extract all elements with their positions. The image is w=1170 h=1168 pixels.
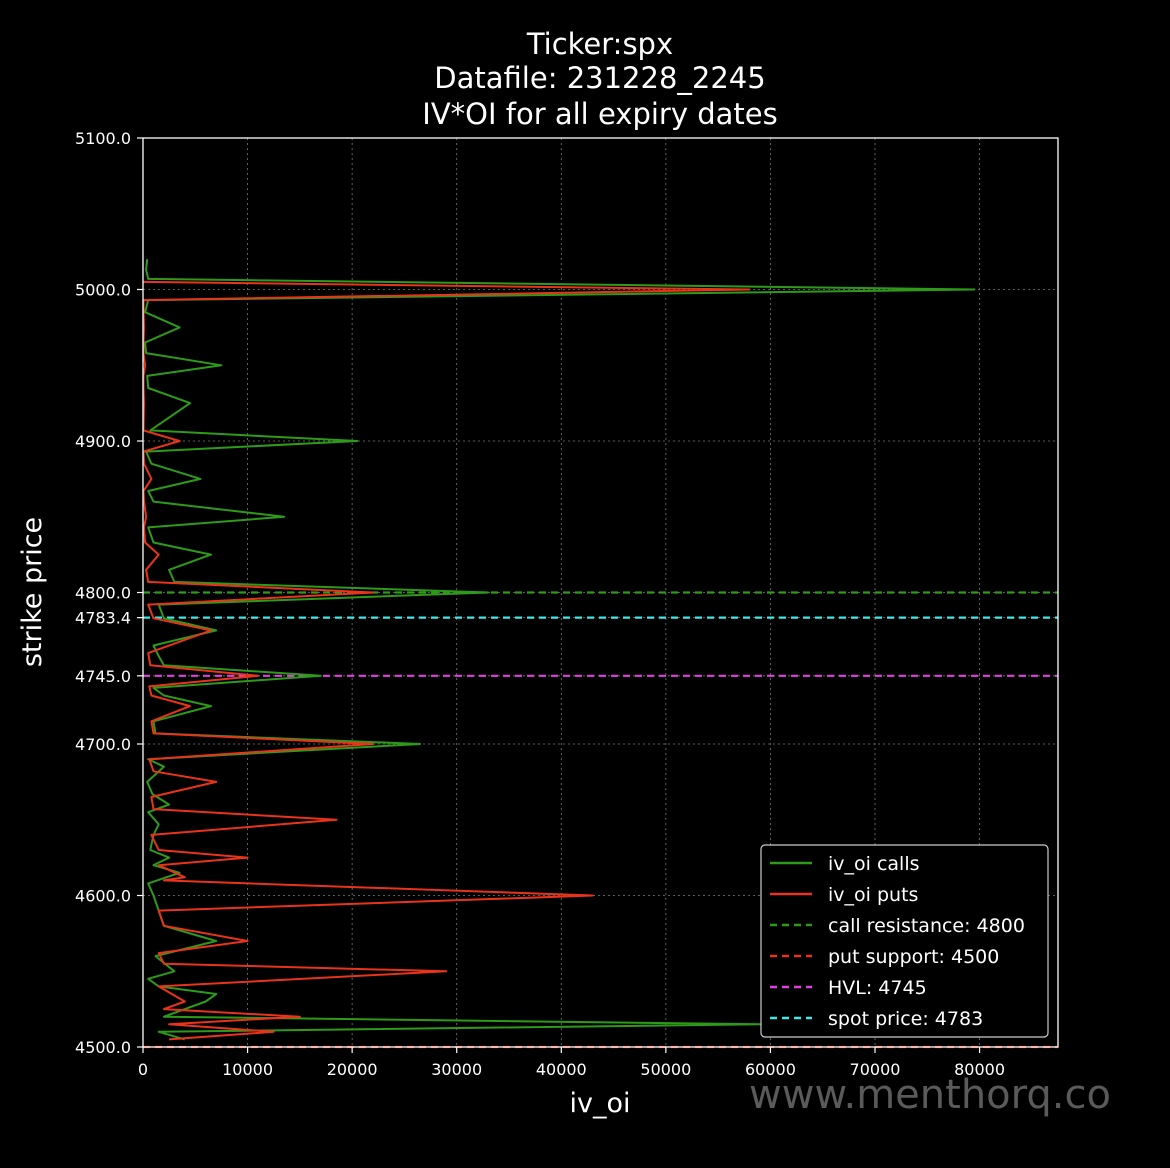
chart-title-line-3: IV*OI for all expiry dates	[422, 97, 777, 131]
legend-box	[760, 844, 1049, 1038]
legend-label: HVL: 4745	[828, 977, 927, 999]
x-axis-label: iv_oi	[569, 1088, 630, 1119]
y-axis-ticks: 4500.0 4600.0 4700.0 4745.0 4783.4 4800.0 4900…	[75, 129, 143, 1057]
legend-label: put support: 4500	[828, 946, 999, 968]
x-tick-label: 70000	[850, 1060, 901, 1079]
x-tick-label: 10000	[222, 1060, 273, 1079]
y-tick-label: 4900.0	[75, 432, 131, 451]
y-tick-label: 4700.0	[75, 735, 131, 754]
y-tick-label: 4783.4	[75, 609, 131, 628]
y-tick-label: 4745.0	[75, 667, 131, 686]
series-lines	[142, 259, 976, 1041]
x-tick-label: 50000	[640, 1060, 691, 1079]
legend-label: iv_oi calls	[828, 853, 920, 875]
y-tick-label: 4500.0	[75, 1038, 131, 1057]
x-tick-label: 80000	[954, 1060, 1005, 1079]
x-tick-label: 0	[138, 1060, 148, 1079]
x-tick-label: 20000	[327, 1060, 378, 1079]
y-tick-label: 5100.0	[75, 129, 131, 148]
legend-label: iv_oi puts	[828, 884, 918, 906]
series-line	[142, 280, 751, 1041]
y-tick-label: 4600.0	[75, 887, 131, 906]
x-tick-label: 60000	[745, 1060, 796, 1079]
x-axis-ticks: 0 10000 20000 30000 40000 50000 60000 70000 8000…	[138, 1047, 1005, 1079]
chart-title-line-1: Ticker:spx	[526, 27, 673, 61]
x-tick-label: 30000	[431, 1060, 482, 1079]
chart-title-line-2: Datafile: 231228_2245	[434, 61, 765, 95]
y-tick-label: 5000.0	[75, 281, 131, 300]
y-tick-label: 4800.0	[75, 584, 131, 603]
legend-label: spot price: 4783	[828, 1008, 983, 1030]
legend: iv_oi calls iv_oi puts call resistance: 48…	[760, 844, 1049, 1038]
chart-title: Ticker:spx Datafile: 231228_2245 IV*OI f…	[422, 27, 777, 131]
x-tick-label: 40000	[536, 1060, 587, 1079]
watermark: www.menthorq.co	[749, 1072, 1111, 1118]
legend-label: call resistance: 4800	[828, 915, 1025, 937]
y-axis-label: strike price	[17, 517, 48, 667]
